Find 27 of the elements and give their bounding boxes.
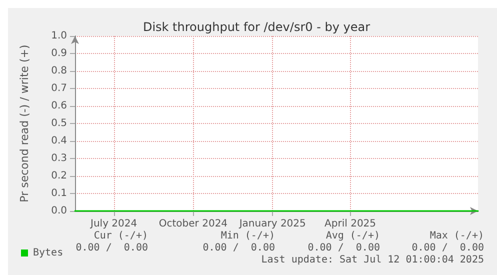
chart-title: Disk throughput for /dev/sr0 - by year [142, 20, 370, 34]
x-tick-label: July 2024 [90, 218, 138, 230]
text: 0.00 / 0.00 [202, 242, 275, 254]
y-tick-label: 0.1 [51, 188, 67, 199]
y-tick-label: 0.3 [51, 153, 67, 164]
y-tick-label: 0.5 [51, 118, 67, 129]
x-tick-label: January 2025 [238, 218, 306, 230]
y-tick-label: 0.8 [51, 66, 67, 76]
y-tick-label: 0.4 [51, 136, 67, 146]
text: Max (-/+) [430, 230, 484, 242]
x-tick-label: October 2024 [158, 218, 228, 230]
text: Last update: Sat Jul 12 01:00:04 2025 [261, 254, 484, 266]
y-tick-label: 0.9 [51, 48, 67, 59]
legend-label: Bytes [33, 248, 64, 258]
y-tick-label: 1.0 [51, 30, 67, 42]
y-tick-label: 0.7 [51, 83, 67, 94]
y-tick-label: 0.6 [51, 100, 67, 112]
text: Cur (-/+) [94, 230, 148, 242]
text: 0.00 / 0.00 [76, 242, 148, 254]
text: 0.00 / 0.00 [412, 242, 484, 254]
text: Min (-/+) [220, 230, 275, 242]
text: Avg (-/+) [326, 230, 380, 242]
x-tick-label: April 2025 [324, 218, 376, 230]
y-axis-title: Pr second read (-) / write (+) [18, 44, 31, 202]
text: 0.00 / 0.00 [308, 242, 380, 254]
y-tick-label: 0.0 [51, 206, 67, 216]
y-tick-label: 0.2 [51, 170, 67, 182]
